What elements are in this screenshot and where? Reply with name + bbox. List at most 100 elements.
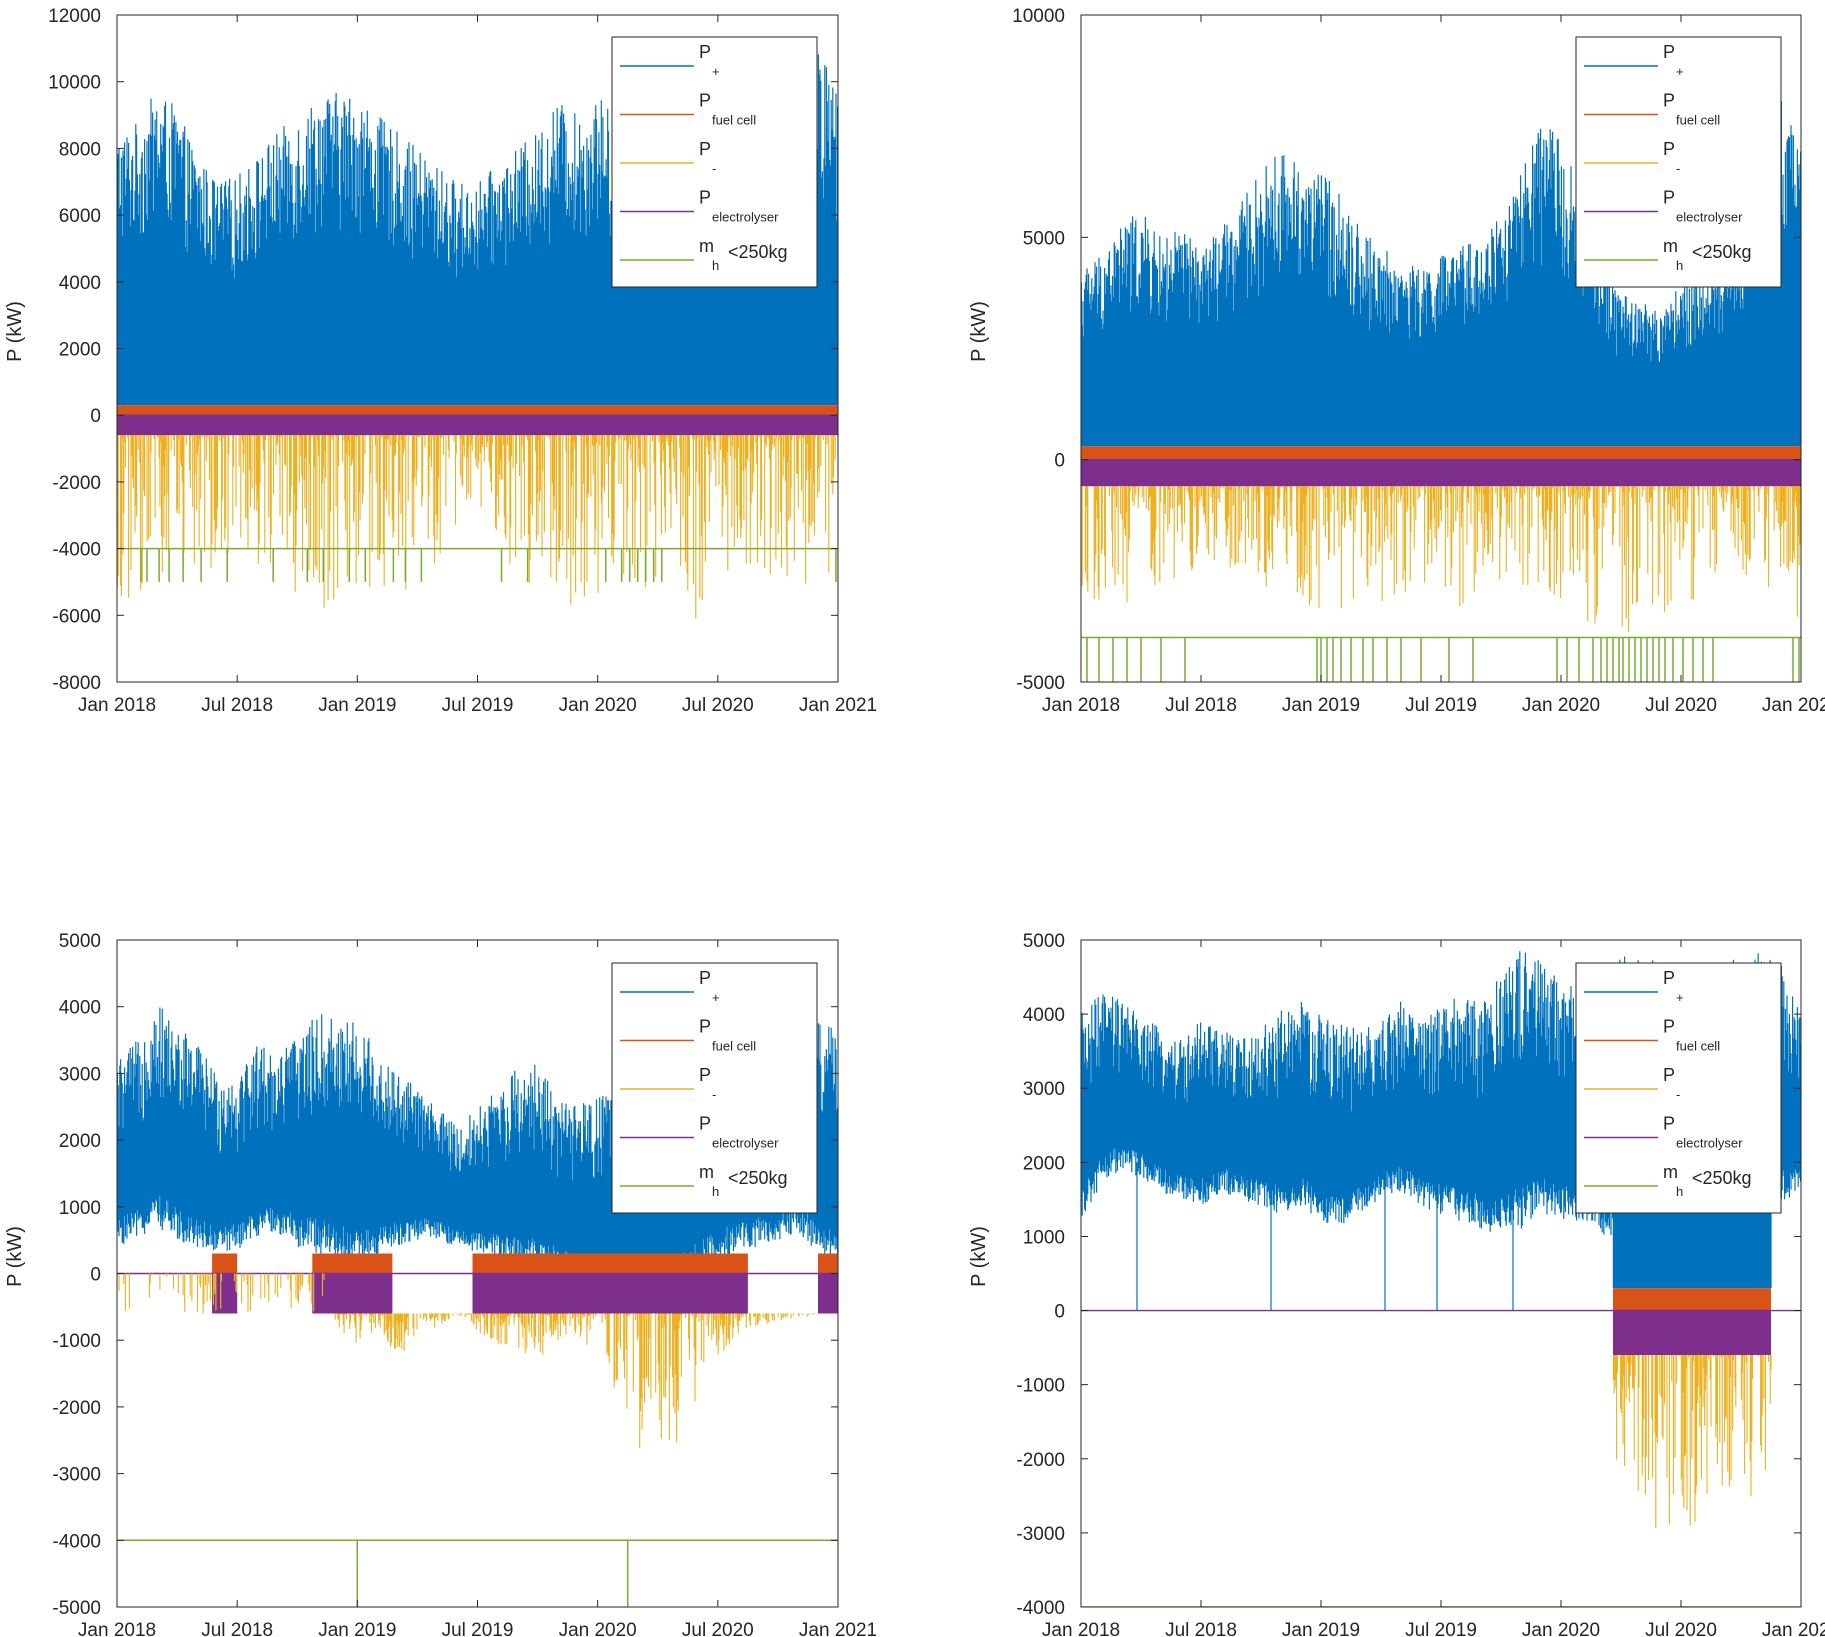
y-tick-label: 4000 bbox=[1023, 1005, 1065, 1026]
series-p-electrolyser bbox=[1613, 1310, 1771, 1355]
x-ticks: Jan 2018 Jul 2018 Jan 2019 Jul 2019 Jan 2020… bbox=[78, 15, 877, 716]
x-tick-label: Jul 2019 bbox=[1405, 1620, 1477, 1637]
y-tick-label: -4000 bbox=[52, 1531, 101, 1552]
legend-label-sub: + bbox=[712, 990, 720, 1005]
series-p-electrolyser bbox=[117, 415, 838, 436]
legend-label-sub: fuel cell bbox=[712, 1039, 756, 1054]
legend-label-main: P bbox=[1663, 1114, 1675, 1134]
series-group bbox=[1081, 101, 1801, 682]
legend-label-main: P bbox=[699, 1114, 711, 1134]
y-ticks: 5000 4000 3000 2000 1000 0 -1000 -2000 -3000 -400… bbox=[1016, 931, 1801, 1619]
y-tick-label: -2000 bbox=[52, 473, 101, 494]
y-tick-label: -1000 bbox=[1016, 1376, 1065, 1397]
legend-label-sub: fuel cell bbox=[712, 113, 756, 128]
y-tick-label: 0 bbox=[1054, 451, 1065, 472]
legend-label-sub: - bbox=[712, 161, 716, 176]
series-p-minus bbox=[117, 435, 836, 619]
legend-label-sub: - bbox=[1676, 161, 1680, 176]
x-tick-label: Jan 2020 bbox=[1522, 695, 1600, 716]
legend-label-sub: + bbox=[712, 64, 720, 79]
panel-top-left: 12000 10000 8000 6000 4000 2000 0 -2000 -4000 -60… bbox=[4, 6, 877, 716]
legend-label-main: m bbox=[699, 236, 714, 256]
y-tick-label: -5000 bbox=[1016, 673, 1065, 694]
legend-label-main: P bbox=[699, 139, 711, 159]
legend-label-tail: <250kg bbox=[728, 242, 788, 262]
x-tick-label: Jan 2019 bbox=[1282, 695, 1360, 716]
legend-label-main: P bbox=[1663, 1017, 1675, 1037]
legend-box bbox=[1575, 962, 1782, 1214]
y-tick-label: -6000 bbox=[52, 606, 101, 627]
x-tick-label: Jan 2020 bbox=[559, 1620, 637, 1637]
series-group bbox=[1081, 951, 1801, 1607]
y-tick-label: 5000 bbox=[59, 931, 101, 952]
series-p-fuel-cell bbox=[1613, 1288, 1771, 1311]
y-tick-label: -2000 bbox=[1016, 1450, 1065, 1471]
y-tick-label: 1000 bbox=[1023, 1227, 1065, 1248]
series-m-h bbox=[1081, 636, 1801, 682]
x-tick-label: Jan 2021 bbox=[799, 1620, 877, 1637]
y-tick-label: 4000 bbox=[59, 998, 101, 1019]
legend-label-main: P bbox=[699, 188, 711, 208]
panel-top-right: 10000 5000 0 -5000 Jan 2018 Jul 2018 Jan 2019… bbox=[968, 6, 1825, 716]
legend-label-main: m bbox=[1663, 236, 1678, 256]
y-tick-label: 12000 bbox=[48, 6, 101, 27]
x-tick-label: Jan 2019 bbox=[1282, 1620, 1360, 1637]
legend-label-sub: fuel cell bbox=[1676, 1039, 1720, 1054]
legend-label-sub: electrolyser bbox=[712, 210, 779, 225]
legend-label-sub: h bbox=[1676, 258, 1683, 273]
x-tick-label: Jul 2018 bbox=[1165, 695, 1237, 716]
y-tick-label: 5000 bbox=[1023, 228, 1065, 249]
legend-label-main: P bbox=[699, 42, 711, 62]
legend-label-main: P bbox=[1663, 139, 1675, 159]
y-axis-label: P (kW) bbox=[4, 1226, 26, 1287]
legend-label-sub: + bbox=[1676, 990, 1684, 1005]
x-tick-label: Jul 2018 bbox=[1165, 1620, 1237, 1637]
legend-label-main: m bbox=[699, 1162, 714, 1182]
x-tick-label: Jan 2020 bbox=[1522, 1620, 1600, 1637]
y-tick-label: 3000 bbox=[1023, 1079, 1065, 1100]
x-ticks: Jan 2018 Jul 2018 Jan 2019 Jul 2019 Jan 2020… bbox=[1042, 15, 1825, 716]
panel-bottom-right: 5000 4000 3000 2000 1000 0 -1000 -2000 -3000 -400… bbox=[968, 931, 1825, 1637]
y-tick-label: -2000 bbox=[52, 1398, 101, 1419]
legend-label-sub: fuel cell bbox=[1676, 113, 1720, 128]
series-group bbox=[117, 54, 838, 619]
y-ticks: 5000 4000 3000 2000 1000 0 -1000 -2000 -3000 -400… bbox=[52, 931, 838, 1619]
legend-box bbox=[1575, 36, 1782, 288]
legend-label-sub: electrolyser bbox=[1676, 1136, 1743, 1151]
x-tick-label: Jul 2018 bbox=[201, 1620, 273, 1637]
legend-label-main: P bbox=[699, 968, 711, 988]
x-tick-label: Jul 2020 bbox=[1645, 1620, 1717, 1637]
y-tick-label: 10000 bbox=[1012, 6, 1065, 27]
x-tick-label: Jul 2020 bbox=[682, 1620, 754, 1637]
y-tick-label: -3000 bbox=[52, 1465, 101, 1486]
y-tick-label: 1000 bbox=[59, 1198, 101, 1219]
legend-label-main: P bbox=[699, 1065, 711, 1085]
series-p-fuel-cell bbox=[117, 405, 838, 416]
y-tick-label: -3000 bbox=[1016, 1524, 1065, 1545]
x-tick-label: Jan 2018 bbox=[1042, 695, 1120, 716]
y-tick-label: -8000 bbox=[52, 673, 101, 694]
x-tick-label: Jan 2018 bbox=[78, 695, 156, 716]
series-p-fuel-cell bbox=[1081, 446, 1801, 460]
series-p-minus bbox=[1612, 1355, 1772, 1529]
y-axis-label: P (kW) bbox=[968, 301, 990, 362]
legend-box bbox=[611, 962, 818, 1214]
legend-label-sub: h bbox=[1676, 1184, 1683, 1199]
x-tick-label: Jan 2018 bbox=[78, 1620, 156, 1637]
x-tick-label: Jan 2021 bbox=[1762, 695, 1825, 716]
y-tick-label: 4000 bbox=[59, 273, 101, 294]
series-m-h bbox=[117, 1539, 838, 1607]
y-tick-label: -4000 bbox=[1016, 1598, 1065, 1619]
series-m-h bbox=[117, 547, 838, 582]
legend-label-main: P bbox=[1663, 968, 1675, 988]
y-tick-label: 0 bbox=[1054, 1302, 1065, 1323]
y-axis-label: P (kW) bbox=[968, 1226, 990, 1287]
y-tick-label: -1000 bbox=[52, 1331, 101, 1352]
legend-label-sub: h bbox=[712, 258, 719, 273]
series-p-electrolyser bbox=[1081, 459, 1801, 487]
legend-label-tail: <250kg bbox=[1692, 1168, 1752, 1188]
y-tick-label: 3000 bbox=[59, 1064, 101, 1085]
